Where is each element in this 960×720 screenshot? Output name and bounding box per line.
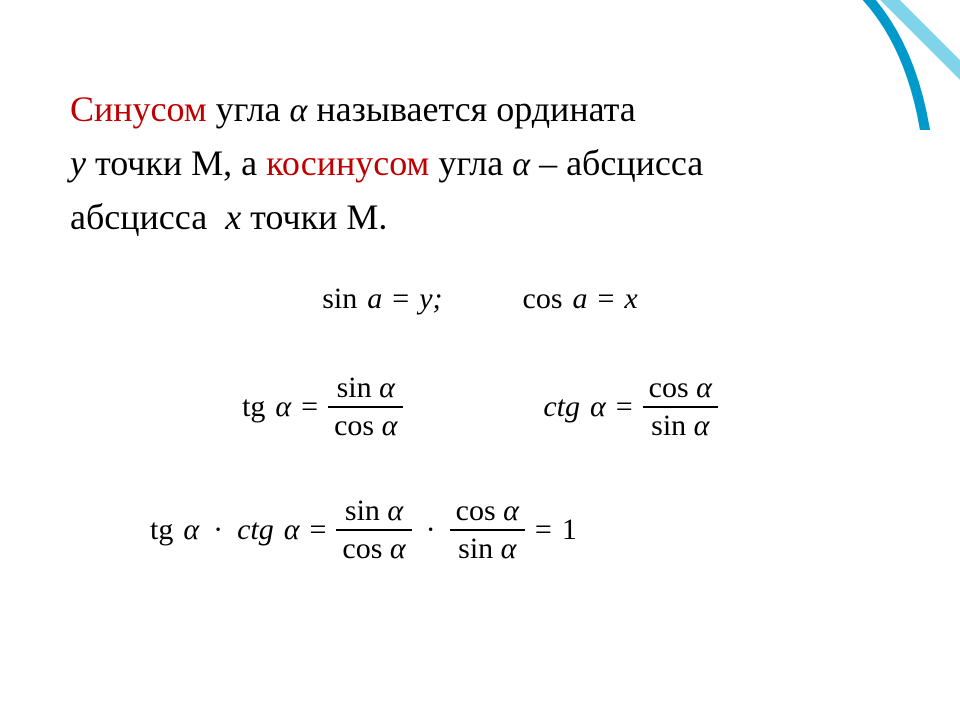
equals-4: = (616, 390, 633, 424)
ctg-den-var: α (694, 409, 710, 442)
dot-1: · (209, 513, 227, 547)
f1d-var: α (390, 532, 406, 565)
ctg-num-var: α (696, 371, 712, 404)
tg-num-var: α (379, 371, 395, 404)
equation-row-2: tgα = sin α cos α ctgα = cos α sin α (70, 372, 890, 441)
var-a-1: а (367, 282, 382, 316)
fn-sin: sin (322, 282, 357, 316)
frac-bar-2 (643, 406, 718, 408)
var-y: у (70, 143, 86, 183)
t6: точки М. (241, 197, 387, 237)
var-a-2: а (573, 282, 588, 316)
t5: – абсцисса (530, 143, 703, 183)
definition-paragraph: Синусом угла α называется ордината у точ… (70, 82, 890, 244)
tg-den-fn: cos (334, 409, 374, 442)
tg-alpha: α (275, 390, 291, 424)
slide-content: Синусом угла α называется ордината у точ… (0, 0, 960, 564)
t3: точки М, а (86, 143, 266, 183)
eq-cos: cos а = x (523, 282, 638, 316)
equals-3: = (301, 390, 318, 424)
var-x: х (225, 197, 241, 237)
rhs-1: 1 (562, 513, 577, 547)
equation-row-3: tgα · ctgα = sin α cos α · cos α sin α =… (70, 495, 890, 564)
id-tg-alpha: α (183, 513, 199, 547)
equation-row-1: sin а = y; cos а = x (70, 282, 890, 316)
t4: угла (429, 143, 512, 183)
f1n-fn: sin (345, 494, 380, 527)
dot-2: · (422, 513, 440, 547)
f2n-var: α (503, 494, 519, 527)
alpha-1: α (290, 92, 308, 129)
frac-ctg: cos α sin α (643, 372, 718, 441)
t1: угла (207, 89, 290, 129)
f1d-fn: cos (342, 532, 382, 565)
fn-ctg: ctg (543, 390, 580, 424)
eq-sin: sin а = y; (322, 282, 442, 316)
equals-6: = (535, 513, 552, 547)
rhs-y: y; (419, 282, 442, 316)
eq-identity: tgα · ctgα = sin α cos α · cos α sin α =… (150, 495, 577, 564)
rhs-x: x (624, 282, 637, 316)
equals-1: = (392, 282, 409, 316)
alpha-2: α (512, 146, 530, 183)
f2d-fn: sin (458, 532, 493, 565)
id-ctg: ctg (237, 513, 274, 547)
f2d-var: α (501, 532, 517, 565)
frac-tg: sin α cos α (328, 372, 403, 441)
word-cosine: косинусом (266, 143, 429, 183)
equals-2: = (598, 282, 615, 316)
eq-tg: tgα = sin α cos α (242, 372, 403, 441)
ctg-den-fn: sin (651, 409, 686, 442)
f2n-fn: cos (456, 494, 496, 527)
eq-ctg: ctgα = cos α sin α (543, 372, 718, 441)
frac-bar-3 (336, 529, 411, 531)
frac-bar-1 (328, 406, 403, 408)
equals-5: = (310, 513, 327, 547)
fn-tg: tg (242, 390, 265, 424)
id-tg: tg (150, 513, 173, 547)
t2: называется ордината (316, 89, 635, 129)
ctg-num-fn: cos (649, 371, 689, 404)
fn-cos: cos (523, 282, 563, 316)
frac-id-1: sin α cos α (336, 495, 411, 564)
tg-den-var: α (382, 409, 398, 442)
frac-id-2: cos α sin α (450, 495, 525, 564)
t5b: абсцисса (70, 197, 225, 237)
word-sine: Синусом (70, 89, 207, 129)
ctg-alpha: α (590, 390, 606, 424)
id-ctg-alpha: α (284, 513, 300, 547)
f1n-var: α (387, 494, 403, 527)
frac-bar-4 (450, 529, 525, 531)
tg-num-fn: sin (337, 371, 372, 404)
